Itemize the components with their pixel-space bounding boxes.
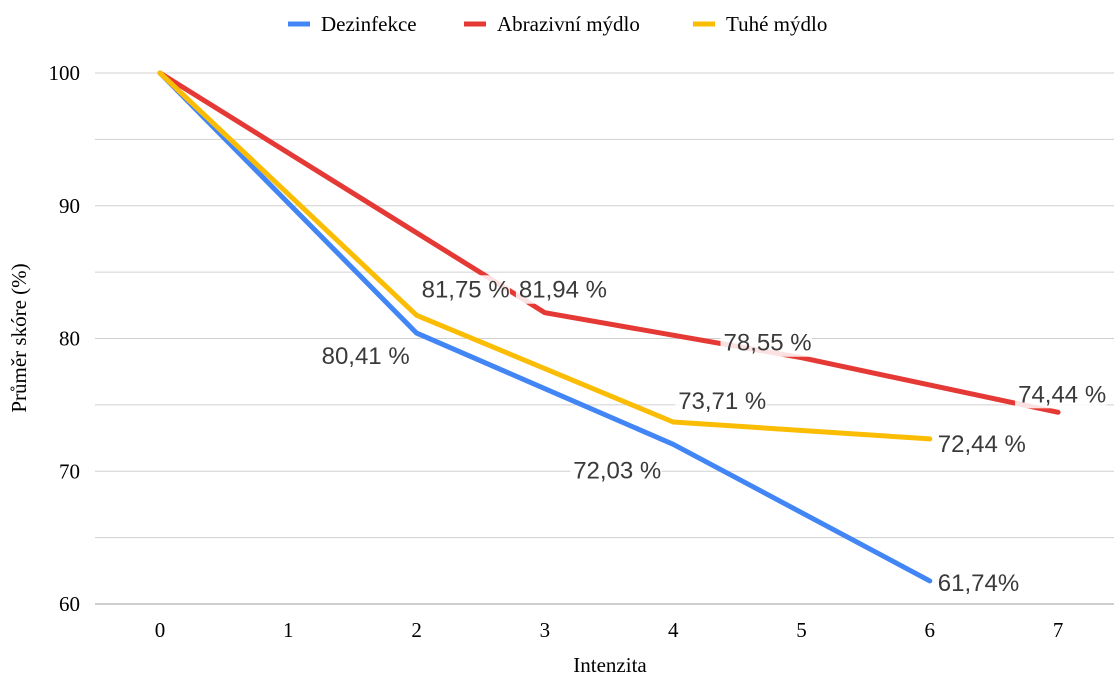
y-tick-label: 90 [59, 194, 80, 218]
y-tick-label: 60 [59, 592, 80, 616]
series-line-0 [157, 70, 933, 584]
x-tick-label: 3 [540, 618, 551, 642]
data-label: 72,44 % [938, 431, 1026, 458]
y-tick-label: 100 [49, 61, 81, 85]
data-label-bg [720, 328, 812, 357]
data-label-bg [515, 275, 608, 304]
data-label: 80,41 % [322, 343, 410, 370]
data-label-bg [934, 429, 1027, 458]
x-tick-label: 5 [796, 618, 807, 642]
data-label-bg [1015, 380, 1107, 409]
x-tick-label: 6 [925, 618, 936, 642]
data-label: 78,55 % [724, 330, 812, 357]
series-lines [157, 70, 1061, 584]
legend-label: Dezinfekce [321, 12, 417, 36]
x-tick-labels: 0 1 2 3 4 5 6 7 [155, 618, 1064, 642]
grid [95, 72, 1114, 605]
y-tick-labels: 60 70 80 90 100 [49, 61, 81, 616]
y-tick-label: 70 [59, 459, 80, 483]
x-tick-label: 2 [411, 618, 422, 642]
y-axis-label: Průměr skóre (%) [7, 263, 31, 412]
series-line-2 [157, 70, 933, 442]
data-label: 73,71 % [678, 388, 766, 415]
data-label: 81,94 % [519, 277, 607, 304]
series-line-1 [157, 70, 1061, 415]
data-label-bg [318, 342, 410, 371]
data-labels: 80,41 % 72,03 % 61,74% 81,94 % 78,55 % 74,44 … [318, 275, 1107, 597]
data-label-bg [418, 275, 510, 304]
data-label-bg [934, 568, 1014, 597]
x-tick-label: 7 [1053, 618, 1064, 642]
y-tick-label: 80 [59, 327, 80, 351]
legend-label: Abrazivní mýdlo [497, 12, 640, 36]
legend: Dezinfekce Abrazivní mýdlo Tuhé mýdlo [288, 12, 827, 36]
legend-item: Abrazivní mýdlo [464, 12, 640, 36]
data-label: 72,03 % [573, 457, 661, 484]
data-label: 81,75 % [422, 276, 510, 303]
x-tick-label: 4 [668, 618, 679, 642]
x-axis-label: Intenzita [573, 653, 647, 677]
x-tick-label: 1 [283, 618, 294, 642]
x-tick-label: 0 [155, 618, 166, 642]
data-label: 61,74% [938, 570, 1019, 597]
data-label: 74,44 % [1018, 381, 1106, 408]
legend-label: Tuhé mýdlo [726, 12, 827, 36]
legend-item: Dezinfekce [288, 12, 417, 36]
data-label-bg [675, 386, 767, 415]
legend-item: Tuhé mýdlo [693, 12, 827, 36]
data-label-bg [570, 456, 662, 485]
